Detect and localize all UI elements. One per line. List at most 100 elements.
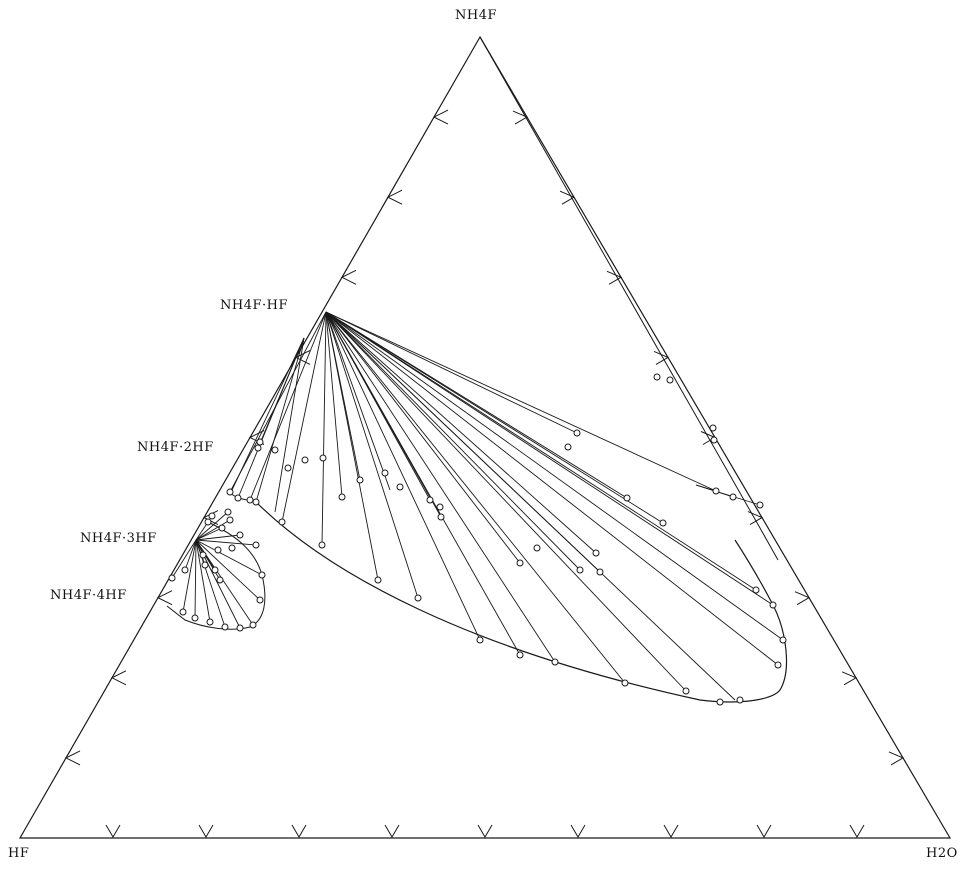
tie-line [182, 539, 197, 613]
data-point [226, 488, 234, 496]
tie-line [325, 311, 626, 684]
data-point [284, 464, 292, 472]
data-point [278, 518, 286, 526]
right-tick [653, 350, 670, 365]
data-point [204, 518, 212, 526]
tie-line [325, 311, 481, 641]
vertex-label-top-text: NH4F [455, 8, 498, 23]
base-tick [849, 824, 865, 838]
right-tick [888, 751, 905, 766]
data-point [252, 541, 260, 549]
tie-line [184, 539, 197, 571]
data-point [426, 496, 434, 504]
tie-line [325, 311, 774, 606]
tie-line [195, 539, 263, 576]
tie-line [325, 311, 581, 571]
left-tick [110, 670, 127, 686]
tie-line [325, 311, 717, 492]
large-branch-curve [255, 501, 788, 703]
triangle-frame [18, 35, 952, 839]
small-branch-curve [166, 521, 266, 630]
data-point [181, 566, 189, 574]
tie-line [325, 311, 521, 564]
data-point [564, 443, 572, 451]
right-tick [512, 110, 529, 125]
right-tick [559, 190, 576, 205]
tie-line [325, 311, 736, 701]
compound-label-2: NH4F·2HF [137, 440, 214, 455]
tie-line [325, 311, 419, 599]
tie-line [325, 311, 391, 491]
data-point [218, 524, 226, 532]
tie-line [171, 539, 197, 579]
data-point [301, 456, 309, 464]
tie-line [274, 337, 305, 513]
tie-line [195, 521, 209, 541]
tie-line [249, 311, 327, 501]
data-point [374, 576, 382, 584]
tie-line [195, 519, 231, 541]
base-tick [384, 824, 400, 838]
compound-label-1-text: NH4F·HF [220, 298, 288, 313]
data-point [682, 687, 690, 695]
data-points [168, 373, 787, 706]
tie-line [195, 539, 211, 623]
base-tick [756, 824, 772, 838]
base-tick [105, 824, 121, 838]
left-tick [340, 269, 357, 285]
tie-line [325, 311, 597, 554]
data-point [168, 574, 176, 582]
data-point [214, 546, 222, 554]
right-tick [747, 511, 764, 526]
data-point [226, 516, 234, 524]
triangle-outline [18, 35, 952, 839]
vertex-label-top: NH4F [455, 8, 497, 23]
left-tick [386, 189, 403, 205]
data-point [716, 698, 724, 706]
data-point [710, 436, 718, 444]
vertex-label-right: H2O [926, 846, 958, 861]
data-point [551, 658, 559, 666]
data-point [769, 601, 777, 609]
data-point [533, 544, 541, 552]
tie-line [325, 311, 757, 591]
vertex-label-left-text: HF [8, 846, 30, 861]
data-point [258, 571, 266, 579]
data-point [249, 621, 257, 629]
data-point [252, 498, 260, 506]
data-point [224, 508, 232, 516]
data-point [752, 586, 760, 594]
data-point [653, 373, 661, 381]
data-point [414, 594, 422, 602]
compound-label-4-text: NH4F·4HF [50, 588, 127, 603]
data-point [211, 566, 219, 574]
data-point [221, 623, 229, 631]
left-tick [156, 590, 173, 606]
tie-line [325, 311, 343, 498]
tie-line [321, 311, 327, 546]
data-point [271, 446, 279, 454]
tie-line [325, 311, 664, 524]
tie-line [325, 311, 442, 518]
left-tick [432, 109, 449, 125]
data-point [709, 424, 717, 432]
tie-line [194, 539, 197, 619]
data-point [756, 501, 764, 509]
data-point [236, 531, 244, 539]
tie-line [325, 311, 578, 434]
data-point [576, 566, 584, 574]
tie-line [195, 511, 229, 541]
tie-line [325, 311, 361, 481]
data-point [396, 483, 404, 491]
data-point [573, 429, 581, 437]
data-point [516, 651, 524, 659]
data-point [666, 376, 674, 384]
data-point [254, 444, 262, 452]
data-point [712, 487, 720, 495]
tie-line [195, 539, 257, 546]
tie-line [325, 311, 556, 663]
base-tick [477, 824, 493, 838]
data-point [437, 513, 445, 521]
data-point [596, 568, 604, 576]
